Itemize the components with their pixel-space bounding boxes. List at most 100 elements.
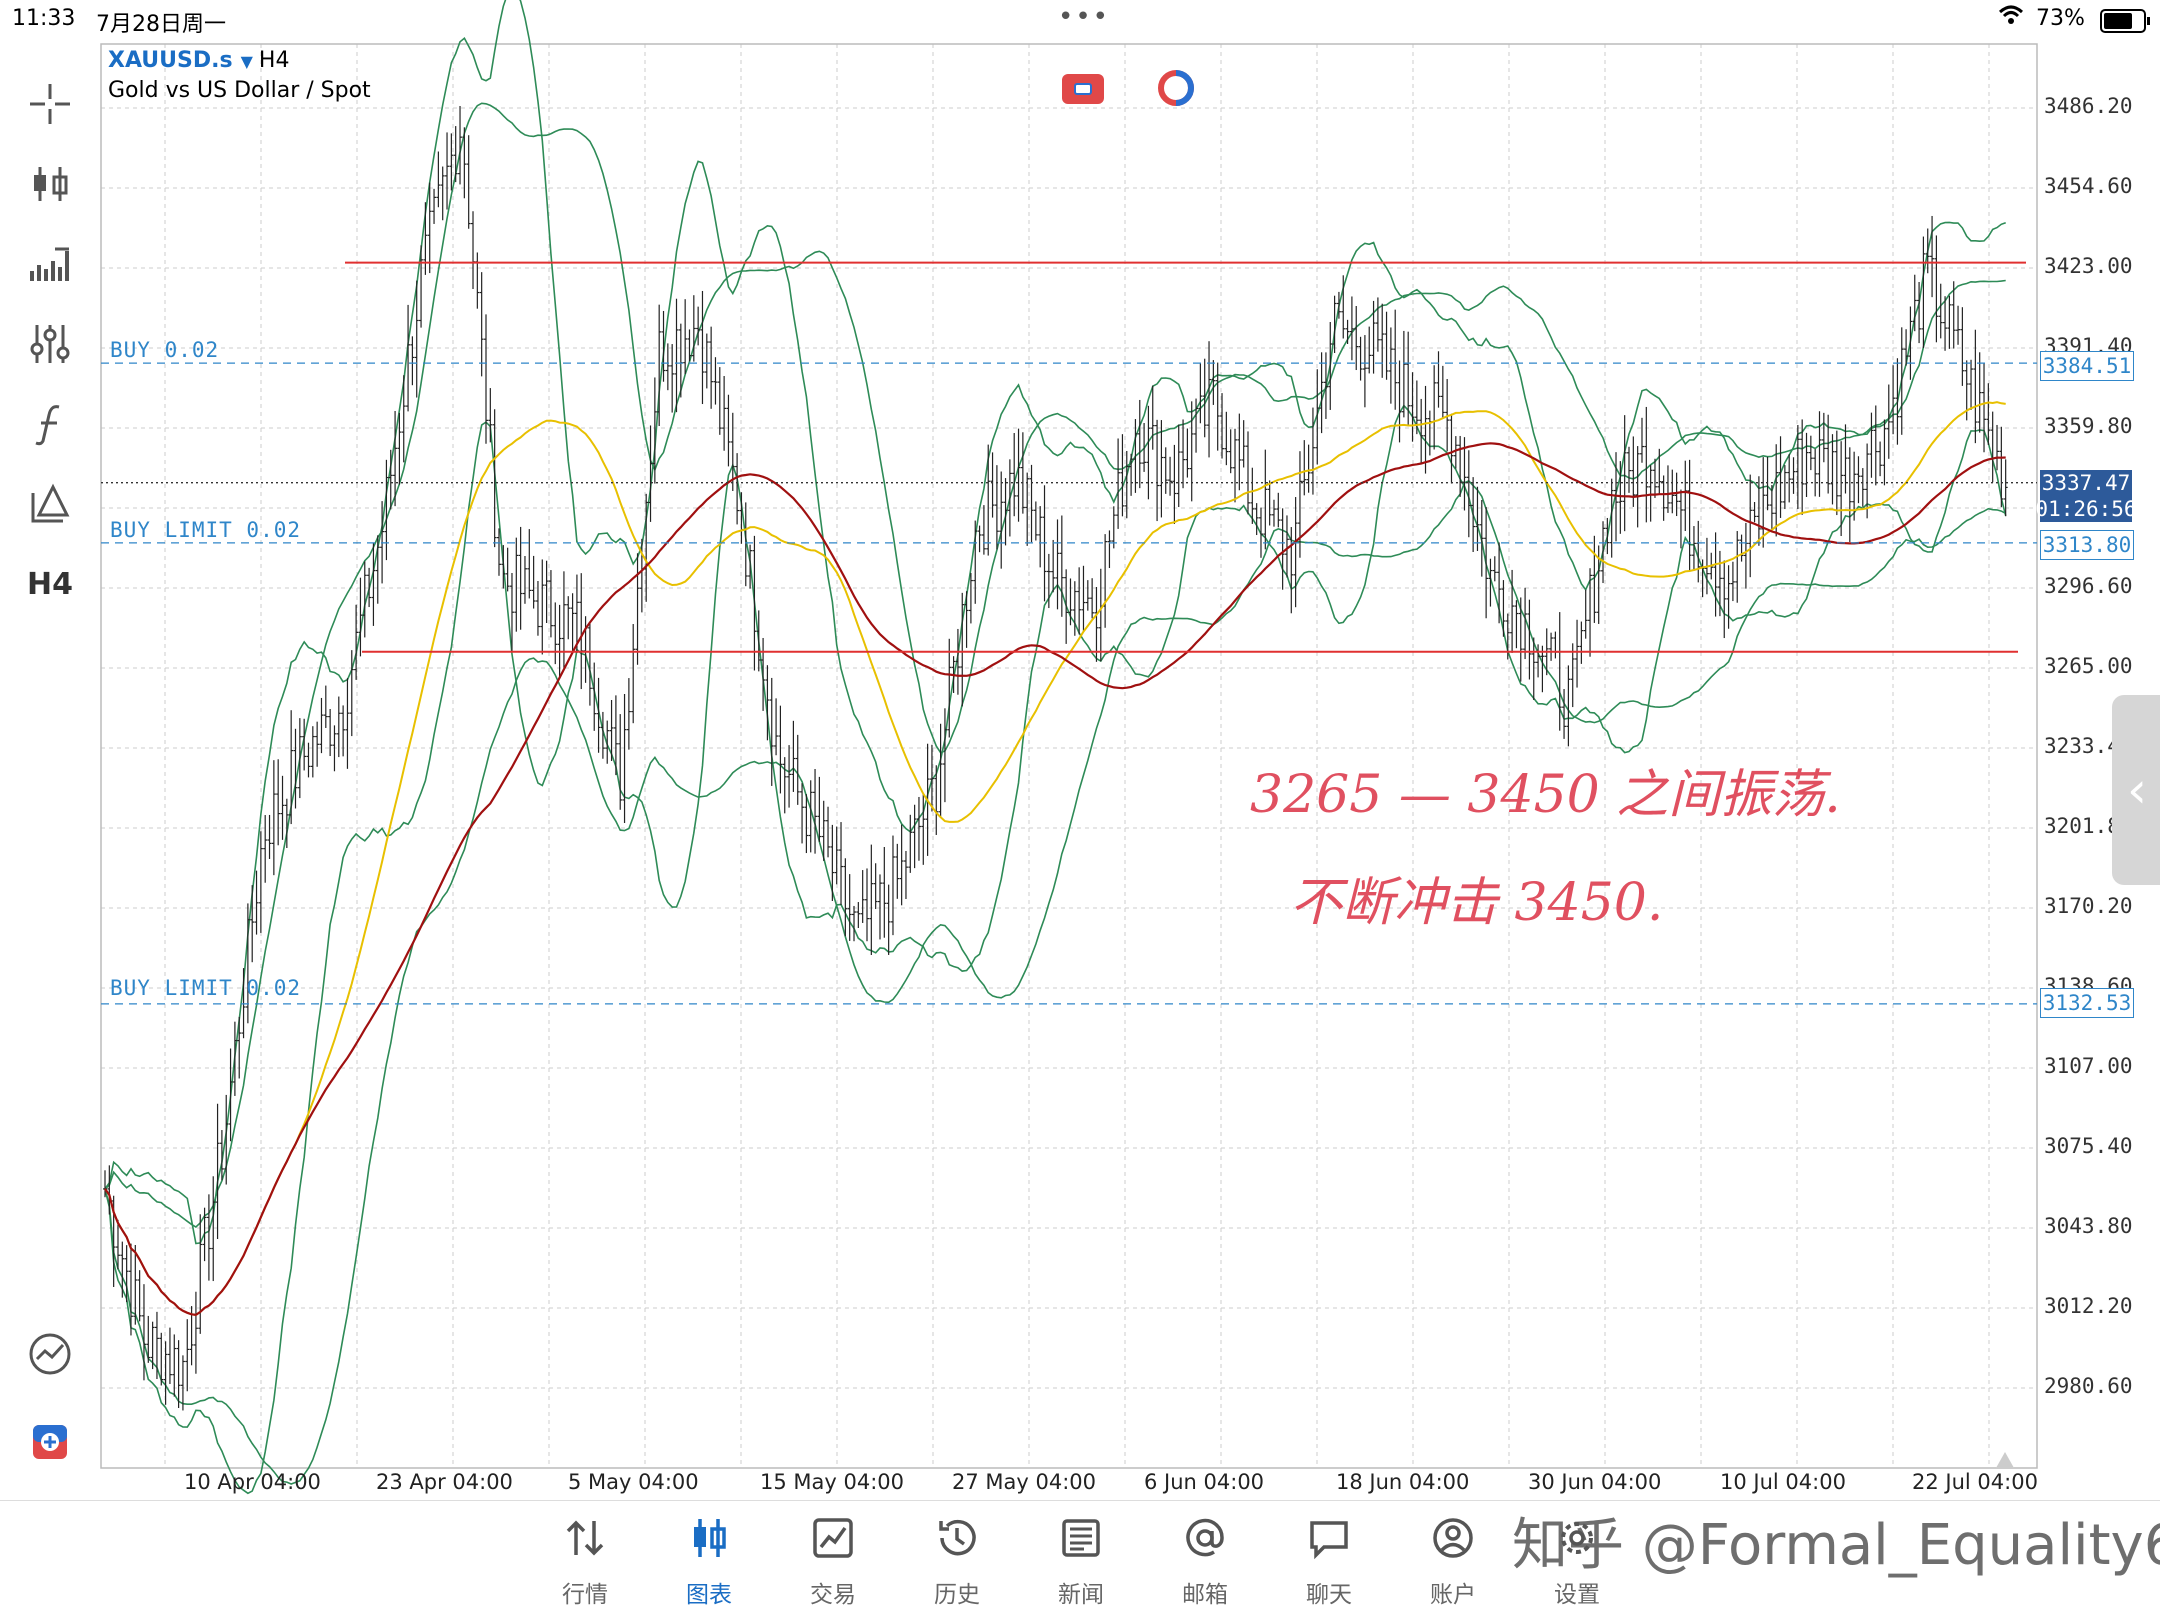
candle <box>198 1214 203 1334</box>
timeframe-button[interactable]: H4 <box>20 554 80 614</box>
candle <box>180 1355 185 1411</box>
candle <box>916 796 921 861</box>
candle <box>1094 587 1099 662</box>
candle <box>1492 556 1497 582</box>
candle <box>328 708 333 757</box>
candle <box>1466 450 1471 538</box>
tab-quotes[interactable]: 行情 <box>540 1511 630 1609</box>
candle <box>618 714 623 810</box>
candle <box>1782 465 1787 510</box>
chart-frame <box>100 43 2038 1469</box>
crosshair-icon[interactable] <box>20 74 80 134</box>
candle <box>999 471 1004 569</box>
candle <box>1419 398 1424 464</box>
order-label-buy-limit-2[interactable]: BUY LIMIT 0.02 <box>110 976 302 1000</box>
objects-icon[interactable] <box>20 474 80 534</box>
market-status-icon[interactable] <box>1156 68 1196 108</box>
candle <box>458 105 463 185</box>
candle <box>1670 469 1675 514</box>
tab-mail[interactable]: 邮箱 <box>1160 1511 1250 1609</box>
candle <box>254 870 259 935</box>
candle <box>293 728 298 809</box>
multitask-dots-icon[interactable]: ••• <box>1058 2 1111 32</box>
candle <box>1518 597 1523 682</box>
time-tick: 5 May 04:00 <box>568 1470 699 1494</box>
candle <box>847 874 852 941</box>
tab-history[interactable]: 历史 <box>912 1511 1002 1609</box>
current-price: 3337.47 <box>2040 470 2132 496</box>
candle <box>492 409 497 548</box>
candle <box>276 759 281 846</box>
candle <box>518 526 523 630</box>
new-order-icon[interactable] <box>20 1412 80 1472</box>
candle <box>1276 492 1281 528</box>
candle <box>1960 307 1965 386</box>
candle <box>388 449 393 510</box>
candle <box>709 326 714 409</box>
indicator-settings-icon[interactable] <box>20 314 80 374</box>
candle <box>319 697 324 754</box>
tab-settings[interactable]: 设置 <box>1532 1511 1622 1609</box>
candle <box>484 314 488 444</box>
analytics-icon[interactable] <box>20 1324 80 1384</box>
candle <box>496 528 501 576</box>
symbol-header[interactable]: XAUUSD.s ▼ H4 <box>108 48 289 73</box>
price-chart[interactable] <box>0 0 2160 1500</box>
candle <box>1159 420 1164 518</box>
symbol-name[interactable]: XAUUSD.s <box>108 48 233 73</box>
candle <box>1674 472 1679 517</box>
candle <box>1168 456 1173 496</box>
candle <box>600 711 605 759</box>
candle <box>964 591 969 648</box>
candle <box>774 698 779 756</box>
time-tick: 30 Jun 04:00 <box>1528 1470 1662 1494</box>
price-tick: 3170.20 <box>2044 894 2133 918</box>
tab-trade[interactable]: 交易 <box>788 1511 878 1609</box>
symbol-description: Gold vs US Dollar / Spot <box>108 78 371 103</box>
chart-type-icon[interactable] <box>20 154 80 214</box>
candle <box>189 1306 194 1366</box>
candle <box>1085 580 1090 611</box>
tab-news[interactable]: 新闻 <box>1036 1511 1126 1609</box>
news-icon <box>1036 1511 1126 1565</box>
order-price-buy[interactable]: 3384.51 <box>2040 351 2134 381</box>
candle <box>1185 428 1190 478</box>
tab-chat[interactable]: 聊天 <box>1284 1511 1374 1609</box>
candle <box>141 1284 146 1381</box>
candle <box>453 126 458 183</box>
candle <box>1644 406 1649 523</box>
candle <box>1973 329 1978 444</box>
symbol-timeframe: H4 <box>258 48 290 73</box>
candle <box>1553 631 1558 659</box>
candle <box>1449 413 1454 484</box>
order-price-buy-limit-1[interactable]: 3313.80 <box>2040 530 2134 560</box>
candle <box>657 304 662 427</box>
order-price-buy-limit-2[interactable]: 3132.53 <box>2040 988 2134 1018</box>
annotation-test: 不断冲击 3450. <box>1290 873 1664 933</box>
side-panel-toggle[interactable]: ‹ <box>2112 695 2160 885</box>
candle <box>540 559 545 655</box>
candle <box>215 1103 220 1240</box>
candle <box>514 537 519 632</box>
chat-icon <box>1284 1511 1374 1565</box>
candle <box>574 574 579 653</box>
tab-chart[interactable]: 图表 <box>664 1511 754 1609</box>
candle <box>804 794 809 854</box>
volume-icon[interactable] <box>20 234 80 294</box>
tab-account[interactable]: 账户 <box>1408 1511 1498 1609</box>
candle <box>2003 459 2008 517</box>
candle <box>1319 352 1324 434</box>
candle <box>921 793 926 865</box>
candle <box>146 1315 151 1363</box>
price-tick: 3359.80 <box>2044 414 2133 438</box>
candle <box>206 1194 211 1281</box>
candle <box>241 968 246 1039</box>
order-label-buy[interactable]: BUY 0.02 <box>110 338 220 362</box>
candle <box>397 412 402 485</box>
function-icon[interactable] <box>20 394 80 454</box>
symbol-dropdown-icon[interactable]: ▼ <box>240 52 253 71</box>
annotation-range: 3265 — 3450 之间振荡. <box>1250 765 1841 825</box>
one-click-trading-icon[interactable] <box>1062 74 1104 104</box>
candle <box>1579 621 1584 664</box>
order-label-buy-limit-1[interactable]: BUY LIMIT 0.02 <box>110 518 302 542</box>
